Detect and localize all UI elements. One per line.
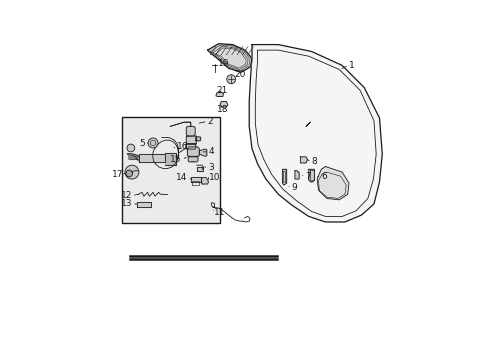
Text: 13: 13 [120,199,132,208]
Polygon shape [199,149,206,156]
Circle shape [125,165,139,179]
Text: 15: 15 [170,155,182,164]
Circle shape [226,75,235,84]
Polygon shape [207,44,251,72]
Polygon shape [186,126,195,136]
Text: 18: 18 [216,105,228,114]
Polygon shape [294,171,299,179]
Text: 3: 3 [208,163,214,172]
Text: 14: 14 [176,173,187,182]
Text: 21: 21 [216,86,228,95]
Polygon shape [186,144,195,149]
Polygon shape [164,153,175,165]
Polygon shape [249,45,382,222]
Polygon shape [187,147,199,157]
Text: 6: 6 [321,172,326,181]
Polygon shape [196,167,203,171]
Polygon shape [317,167,348,200]
Polygon shape [282,169,286,185]
Text: 4: 4 [208,147,214,156]
Text: 17: 17 [112,170,123,179]
Text: 5: 5 [139,139,144,148]
Text: 2: 2 [207,117,213,126]
Polygon shape [191,177,200,182]
Polygon shape [300,157,307,163]
Text: 12: 12 [121,191,132,200]
Polygon shape [137,202,150,207]
Polygon shape [216,91,223,96]
Polygon shape [188,156,198,162]
FancyBboxPatch shape [122,117,220,223]
Text: 16: 16 [177,142,188,151]
Polygon shape [201,177,208,184]
Text: 1: 1 [348,61,354,70]
Text: 11: 11 [214,208,225,217]
Text: 9: 9 [291,183,297,192]
Polygon shape [139,154,164,162]
Polygon shape [186,136,196,144]
Circle shape [125,170,132,177]
Polygon shape [220,102,227,107]
Polygon shape [195,137,200,141]
Text: 20: 20 [234,70,245,79]
Text: 8: 8 [311,157,317,166]
Text: 10: 10 [208,173,220,182]
Text: 7: 7 [305,172,310,181]
Polygon shape [308,169,314,183]
Text: 19: 19 [218,59,229,68]
Circle shape [148,138,158,148]
Circle shape [127,144,135,152]
